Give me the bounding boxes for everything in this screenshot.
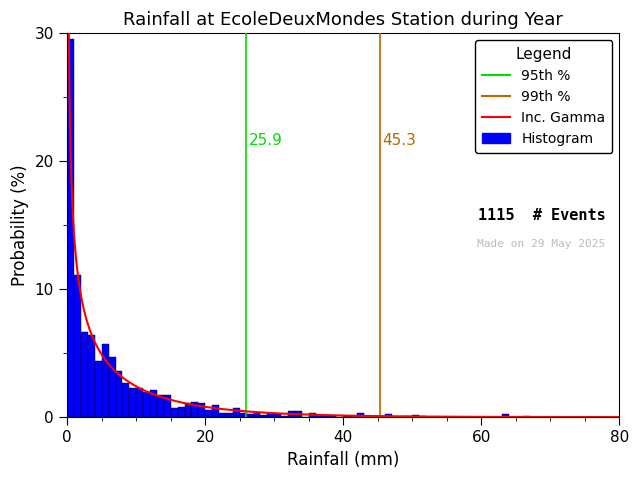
- Bar: [88, 335, 95, 417]
- X-axis label: Rainfall (mm): Rainfall (mm): [287, 451, 399, 469]
- Bar: [164, 396, 171, 417]
- Bar: [129, 388, 136, 417]
- Bar: [67, 38, 74, 417]
- Text: 25.9: 25.9: [249, 133, 283, 148]
- Bar: [143, 392, 150, 417]
- Inc. Gamma: [494, 414, 502, 420]
- Bar: [178, 407, 184, 417]
- Bar: [295, 411, 302, 417]
- Bar: [205, 410, 212, 417]
- Bar: [226, 412, 233, 417]
- Bar: [343, 416, 350, 417]
- Bar: [281, 416, 288, 417]
- Bar: [233, 408, 240, 417]
- Legend: 95th %, 99th %, Inc. Gamma, Histogram: 95th %, 99th %, Inc. Gamma, Histogram: [476, 40, 612, 153]
- 99th %: [376, 401, 383, 407]
- Bar: [109, 358, 116, 417]
- Inc. Gamma: [442, 414, 450, 420]
- Bar: [419, 416, 426, 417]
- Inc. Gamma: [616, 414, 623, 420]
- Bar: [385, 414, 392, 417]
- 95th %: [242, 401, 250, 407]
- Bar: [502, 414, 509, 417]
- Inc. Gamma: [120, 375, 127, 381]
- Text: 45.3: 45.3: [383, 133, 417, 148]
- Bar: [323, 415, 330, 417]
- Bar: [74, 275, 81, 417]
- Bar: [308, 412, 316, 417]
- Bar: [412, 415, 419, 417]
- Bar: [330, 416, 337, 417]
- Bar: [357, 412, 364, 417]
- Bar: [364, 416, 371, 417]
- Inc. Gamma: [307, 412, 314, 418]
- Bar: [288, 411, 295, 417]
- Bar: [184, 403, 191, 417]
- Bar: [240, 412, 246, 417]
- Bar: [150, 390, 157, 417]
- Bar: [316, 415, 323, 417]
- 99th %: [376, 414, 383, 420]
- Bar: [95, 361, 102, 417]
- Bar: [116, 371, 122, 417]
- Bar: [136, 388, 143, 417]
- Text: 1115  # Events: 1115 # Events: [477, 208, 605, 223]
- Line: Inc. Gamma: Inc. Gamma: [67, 0, 620, 417]
- Bar: [122, 383, 129, 417]
- Bar: [102, 344, 109, 417]
- Bar: [191, 402, 198, 417]
- Bar: [219, 412, 226, 417]
- Text: Made on 29 May 2025: Made on 29 May 2025: [477, 239, 605, 249]
- 95th %: [242, 414, 250, 420]
- Bar: [246, 414, 253, 417]
- Inc. Gamma: [504, 414, 511, 420]
- Bar: [212, 405, 219, 417]
- Bar: [260, 415, 268, 417]
- Bar: [171, 408, 178, 417]
- Bar: [405, 416, 412, 417]
- Y-axis label: Probability (%): Probability (%): [11, 165, 29, 286]
- Bar: [350, 416, 357, 417]
- Title: Rainfall at EcoleDeuxMondes Station during Year: Rainfall at EcoleDeuxMondes Station duri…: [124, 11, 563, 29]
- Bar: [523, 416, 529, 417]
- Bar: [253, 412, 260, 417]
- Bar: [81, 332, 88, 417]
- Bar: [268, 412, 275, 417]
- Bar: [198, 403, 205, 417]
- Bar: [157, 396, 164, 417]
- Inc. Gamma: [287, 411, 294, 417]
- Bar: [275, 414, 281, 417]
